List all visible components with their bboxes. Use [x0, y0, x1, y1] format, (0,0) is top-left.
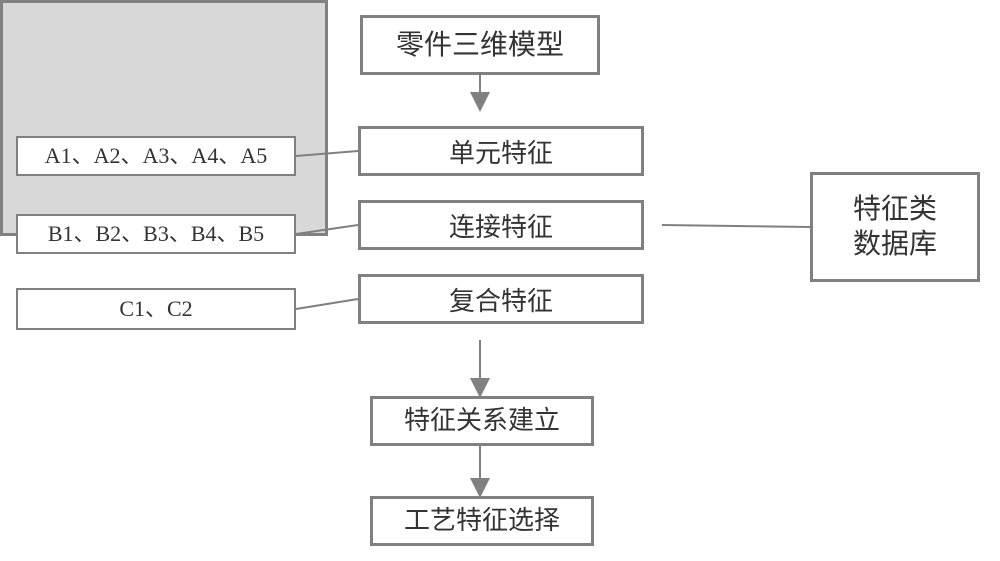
label: 特征类 数据库	[853, 192, 937, 262]
label: 连接特征	[449, 207, 553, 244]
label: 单元特征	[449, 133, 553, 170]
label: 复合特征	[449, 281, 553, 318]
label: A1、A2、A3、A4、A5	[45, 142, 267, 170]
label: C1、C2	[119, 295, 192, 323]
flowchart-diagram: 零件三维模型 A1、A2、A3、A4、A5 B1、B2、B3、B4、B5 C1、…	[0, 0, 1000, 561]
node-3d-model: 零件三维模型	[360, 15, 600, 75]
label: B1、B2、B3、B4、B5	[48, 220, 264, 248]
node-feature-database: 特征类 数据库	[810, 172, 980, 282]
node-a-list: A1、A2、A3、A4、A5	[16, 136, 296, 176]
node-b-list: B1、B2、B3、B4、B5	[16, 214, 296, 254]
feature-panel	[0, 0, 328, 236]
node-unit-feature: 单元特征	[358, 126, 644, 176]
node-composite-feature: 复合特征	[358, 274, 644, 324]
label: 特征关系建立	[404, 405, 560, 438]
node-process-selection: 工艺特征选择	[370, 496, 594, 546]
label: 工艺特征选择	[404, 505, 560, 538]
node-connection-feature: 连接特征	[358, 200, 644, 250]
node-feature-relation: 特征关系建立	[370, 396, 594, 446]
label: 零件三维模型	[396, 28, 564, 63]
node-c-list: C1、C2	[16, 288, 296, 330]
